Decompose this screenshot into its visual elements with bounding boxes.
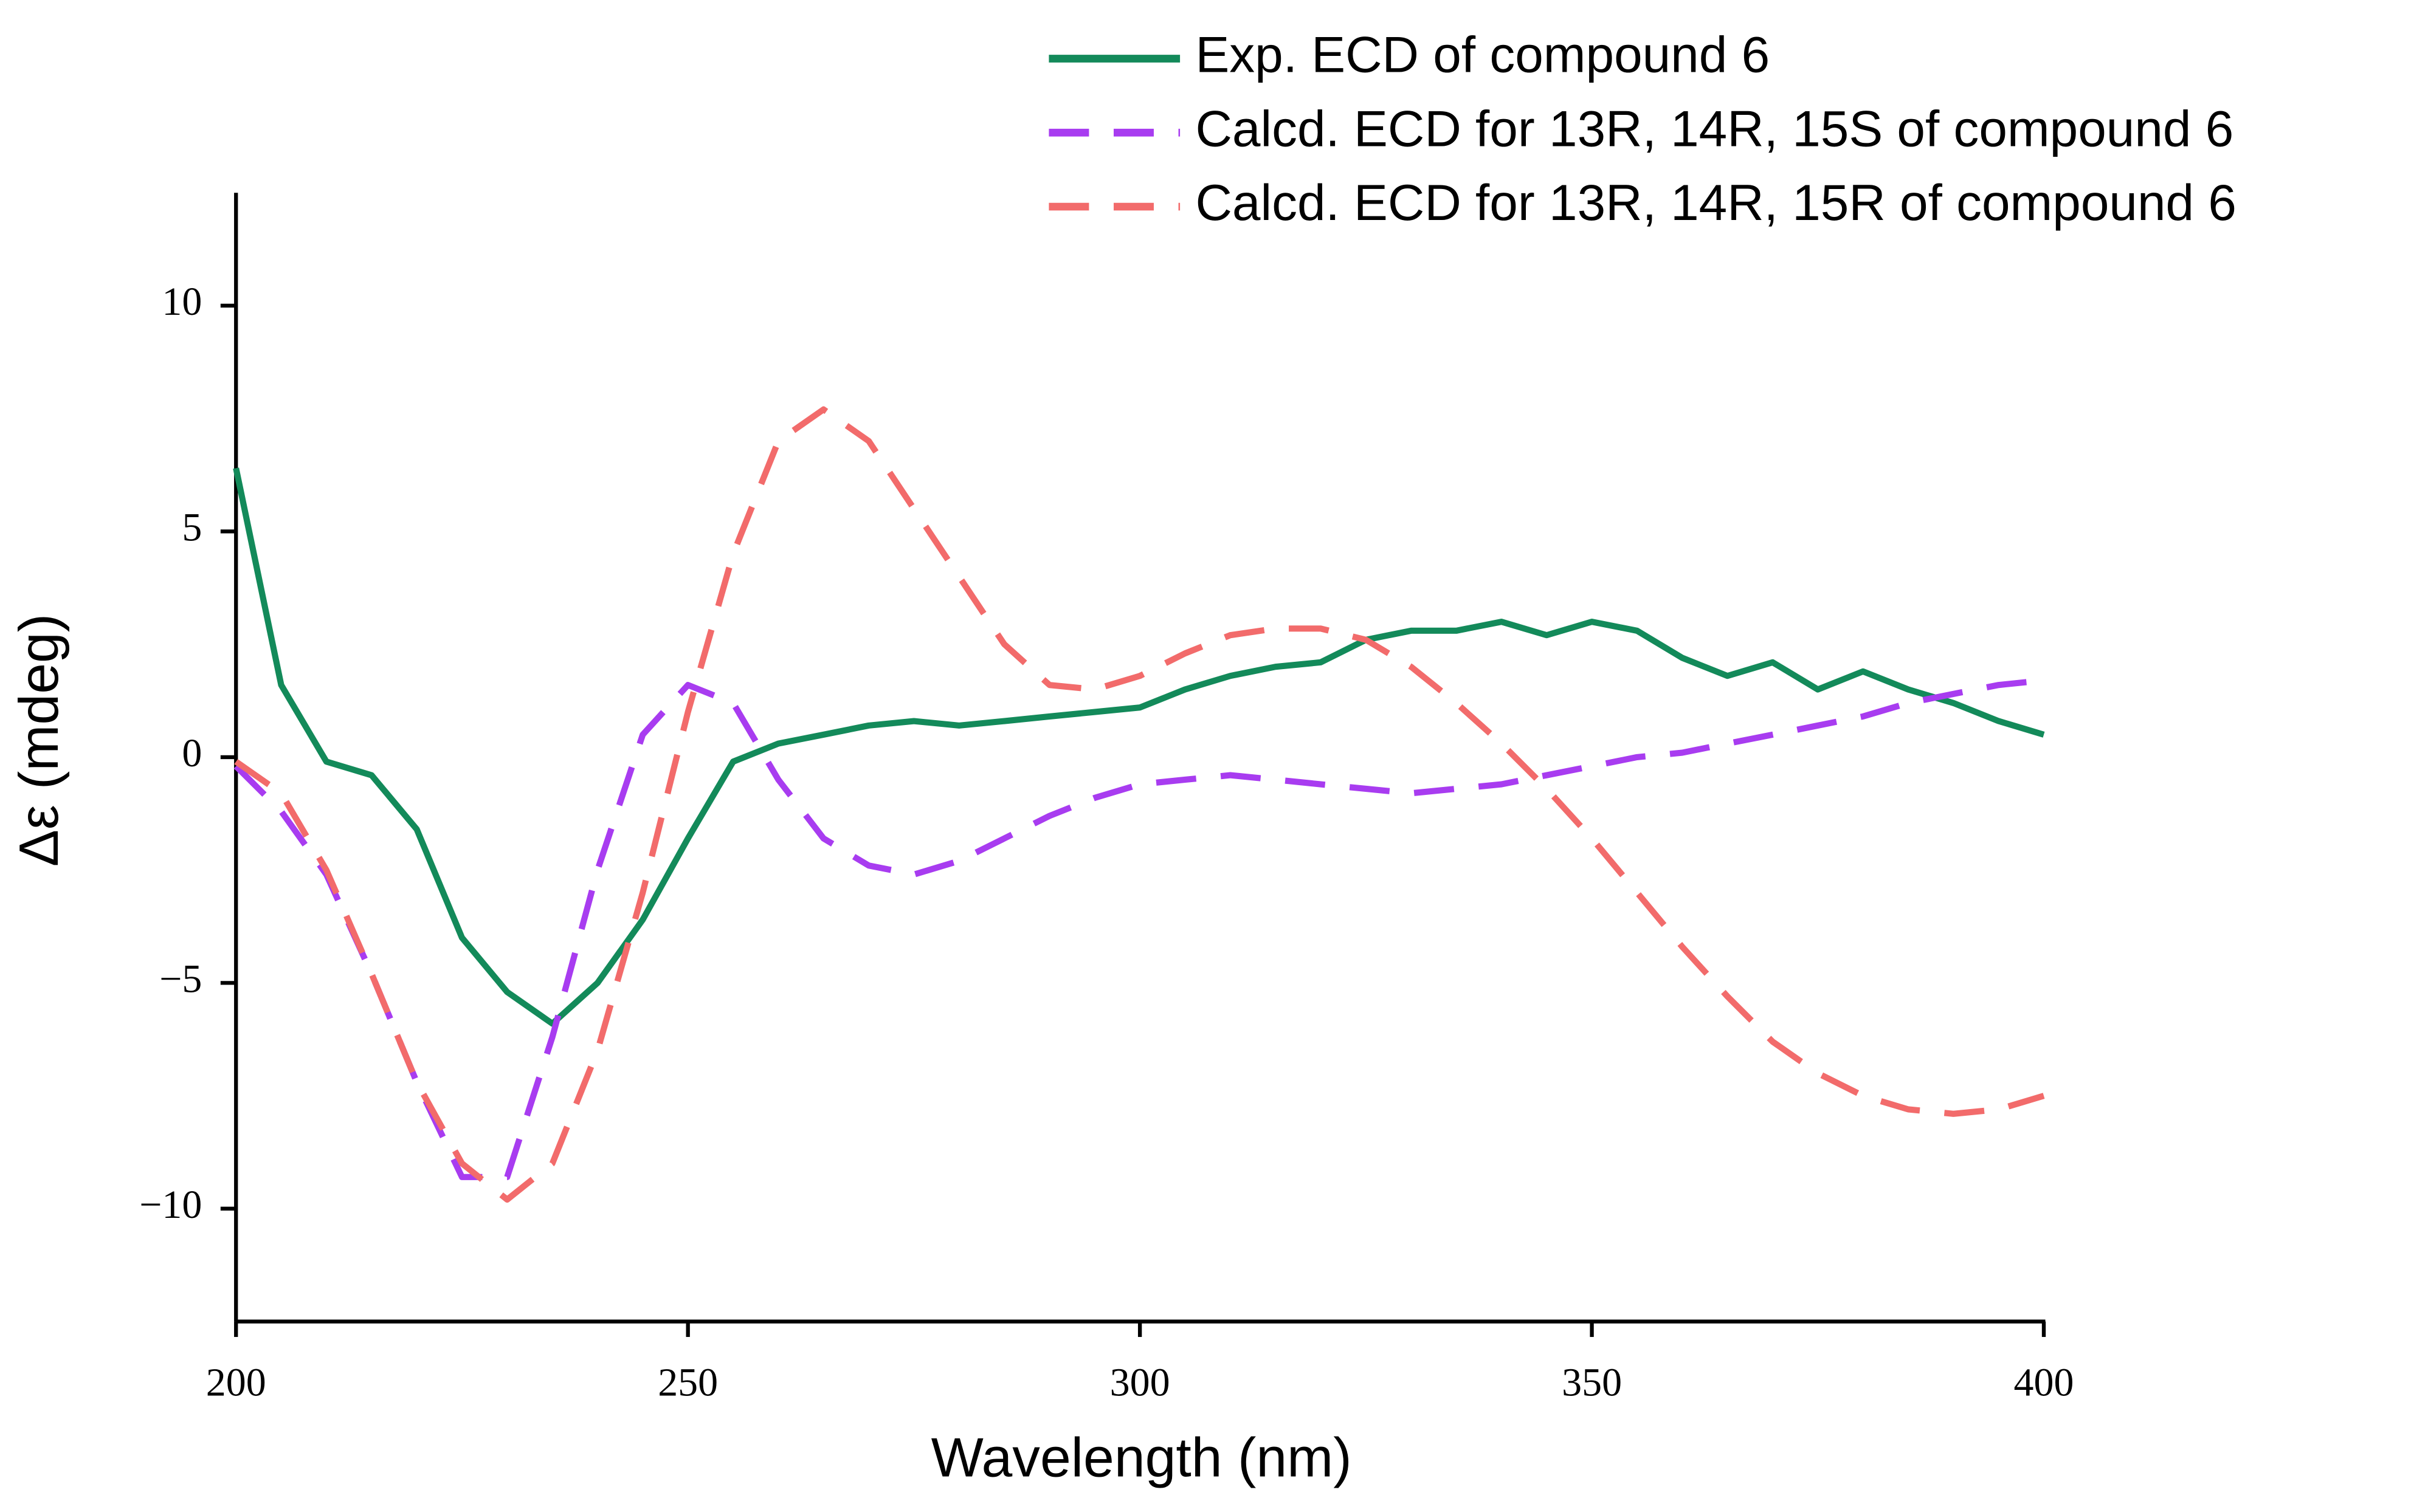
legend-label: Exp. ECD of compound 6 — [1195, 26, 1770, 83]
y-tick-label: −10 — [139, 1183, 202, 1227]
series-line — [234, 406, 2045, 1203]
y-tick-label: 10 — [162, 280, 202, 324]
y-tick-label: 0 — [182, 731, 202, 775]
series-line — [233, 467, 2045, 1027]
x-tick-label: 200 — [206, 1360, 266, 1404]
x-tick-label: 400 — [2014, 1360, 2074, 1404]
series-line — [233, 677, 2044, 1180]
x-axis-label: Wavelength (nm) — [931, 1427, 1352, 1489]
x-tick-label: 300 — [1110, 1360, 1170, 1404]
legend-label: Calcd. ECD for 13R, 14R, 15R of compound… — [1195, 174, 2236, 231]
y-tick-label: −5 — [159, 957, 202, 1002]
legend-label: Calcd. ECD for 13R, 14R, 15S of compound… — [1195, 100, 2233, 157]
y-tick-label: 5 — [182, 506, 202, 550]
y-axis-label: Δε (mdeg) — [8, 614, 70, 867]
x-tick-label: 350 — [1562, 1360, 1622, 1404]
x-tick-label: 250 — [658, 1360, 718, 1404]
